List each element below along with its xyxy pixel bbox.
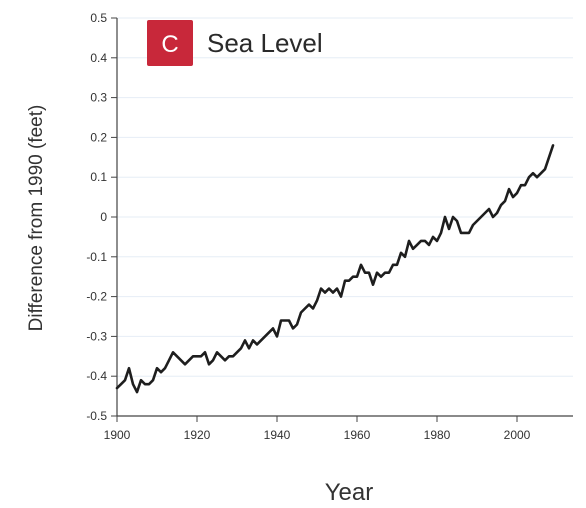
y-tick-label: 0.3 [90,91,107,105]
y-tick-label: 0.2 [90,130,107,144]
y-axis-title: Difference from 1990 (feet) [26,105,47,332]
x-tick-label: 1940 [264,428,291,442]
y-tick-label: -0.5 [86,409,107,423]
x-tick-label: 1900 [104,428,131,442]
y-tick-label: 0.5 [90,11,107,25]
y-axis-ticks: 0.5 0.4 0.3 0.2 0.1 0 -0.1 -0.2 -0.3 -0.4 -0.5 [86,11,117,423]
chart-title: Sea Level [207,28,323,58]
x-axis-ticks: 1900 1920 1940 1960 1980 2000 [104,416,531,442]
y-tick-label: 0 [100,210,107,224]
x-axis-title: Year [325,479,374,506]
y-tick-label: -0.4 [86,369,107,383]
panel-badge [147,20,193,66]
x-tick-label: 1920 [184,428,211,442]
y-tick-label: 0.1 [90,170,107,184]
gridlines [117,17,573,417]
y-tick-label: -0.2 [86,290,107,304]
panel-badge-letter: C [161,31,178,58]
y-tick-label: 0.4 [90,51,107,65]
y-tick-label: -0.3 [86,329,107,343]
x-tick-label: 2000 [504,428,531,442]
x-tick-label: 1960 [344,428,371,442]
x-tick-label: 1980 [424,428,451,442]
sea-level-series-line [115,144,555,394]
y-tick-label: -0.1 [86,250,107,264]
